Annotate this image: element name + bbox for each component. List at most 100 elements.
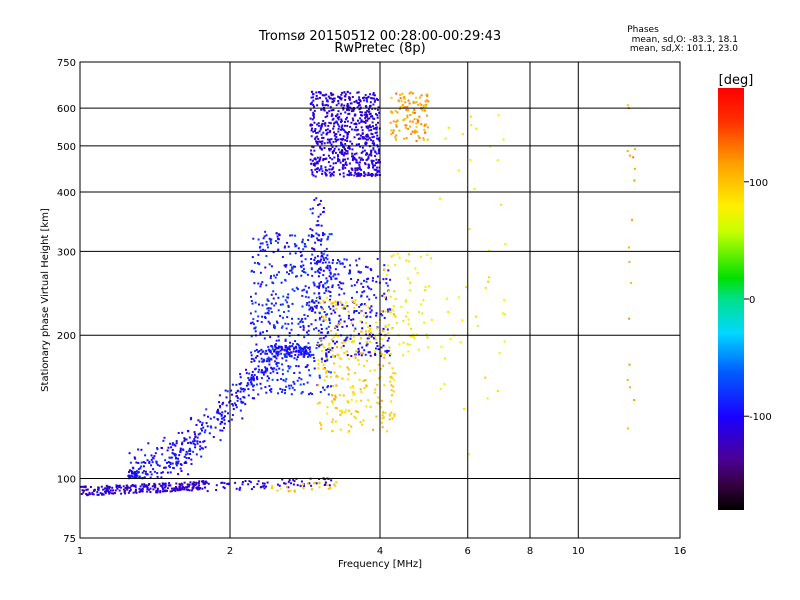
- data-point: [318, 318, 321, 321]
- data-point: [227, 420, 230, 423]
- data-point: [630, 282, 633, 284]
- data-point: [470, 124, 473, 126]
- data-point: [143, 483, 146, 486]
- data-point: [313, 158, 316, 160]
- data-point: [375, 113, 377, 116]
- data-point: [250, 322, 252, 325]
- data-point: [264, 312, 267, 315]
- data-point: [127, 486, 130, 489]
- data-point: [201, 487, 204, 490]
- data-point: [388, 311, 391, 314]
- data-point: [283, 353, 286, 356]
- data-point: [406, 116, 409, 119]
- data-point: [407, 127, 410, 130]
- data-point: [413, 129, 416, 132]
- data-point: [227, 483, 230, 486]
- data-point: [365, 119, 367, 122]
- data-point: [315, 94, 318, 97]
- data-point: [351, 296, 353, 299]
- data-point: [179, 467, 182, 470]
- data-point: [411, 120, 414, 123]
- data-point: [297, 343, 300, 346]
- data-point: [317, 329, 320, 332]
- data-point: [253, 261, 256, 264]
- data-point: [461, 319, 464, 322]
- data-point: [404, 98, 406, 101]
- data-point: [328, 484, 331, 487]
- data-point: [173, 443, 176, 446]
- data-point: [313, 482, 316, 485]
- data-point: [115, 485, 118, 487]
- data-point: [385, 277, 388, 280]
- data-point: [314, 130, 316, 132]
- data-point: [315, 347, 318, 350]
- data-point: [142, 485, 145, 488]
- data-point: [190, 489, 193, 492]
- data-point: [410, 133, 413, 135]
- data-point: [367, 135, 370, 138]
- data-point: [306, 365, 309, 368]
- data-point: [317, 275, 320, 278]
- data-point: [358, 102, 361, 104]
- data-point: [367, 163, 370, 166]
- data-point: [255, 356, 257, 359]
- data-point: [631, 218, 633, 221]
- data-point: [413, 131, 416, 134]
- data-point: [254, 350, 256, 353]
- data-point: [189, 453, 192, 455]
- data-point: [164, 459, 167, 462]
- data-point: [224, 410, 227, 413]
- data-point: [335, 340, 338, 343]
- data-point: [321, 136, 324, 139]
- data-point: [311, 309, 314, 312]
- data-point: [257, 282, 260, 285]
- data-point: [354, 417, 357, 420]
- data-point: [388, 354, 391, 357]
- data-point: [104, 487, 107, 490]
- data-point: [315, 97, 318, 100]
- data-point: [188, 457, 190, 460]
- data-point: [181, 443, 183, 446]
- data-point: [255, 348, 258, 351]
- data-point: [242, 387, 245, 390]
- data-point: [340, 409, 343, 412]
- data-point: [312, 103, 315, 106]
- data-point: [360, 271, 363, 274]
- data-point: [371, 121, 374, 124]
- data-point: [374, 164, 376, 167]
- data-point: [370, 269, 373, 272]
- data-point: [286, 301, 289, 304]
- data-point: [368, 166, 370, 169]
- data-point: [353, 415, 356, 418]
- data-point: [297, 365, 300, 368]
- data-point: [140, 465, 143, 468]
- data-point: [358, 96, 361, 99]
- data-point: [319, 146, 322, 148]
- data-point: [239, 383, 242, 386]
- data-point: [628, 154, 631, 157]
- data-point: [171, 442, 174, 445]
- data-point: [351, 300, 354, 303]
- data-point: [114, 489, 117, 492]
- data-point: [111, 486, 114, 489]
- data-point: [314, 136, 317, 139]
- data-point: [348, 98, 351, 101]
- data-point: [383, 264, 386, 267]
- data-point: [253, 377, 255, 380]
- data-point: [247, 388, 250, 391]
- data-point: [252, 237, 255, 240]
- data-point: [326, 313, 329, 316]
- data-point: [253, 282, 256, 285]
- data-point: [320, 427, 323, 430]
- data-point: [309, 374, 312, 377]
- data-point: [348, 357, 351, 360]
- data-point: [218, 394, 221, 397]
- data-point: [369, 324, 372, 327]
- data-point: [203, 431, 206, 434]
- data-point: [231, 383, 234, 386]
- data-point: [88, 493, 91, 496]
- data-point: [316, 344, 319, 346]
- x-tick-label: 10: [572, 546, 585, 557]
- data-point: [371, 279, 374, 282]
- data-point: [199, 420, 202, 423]
